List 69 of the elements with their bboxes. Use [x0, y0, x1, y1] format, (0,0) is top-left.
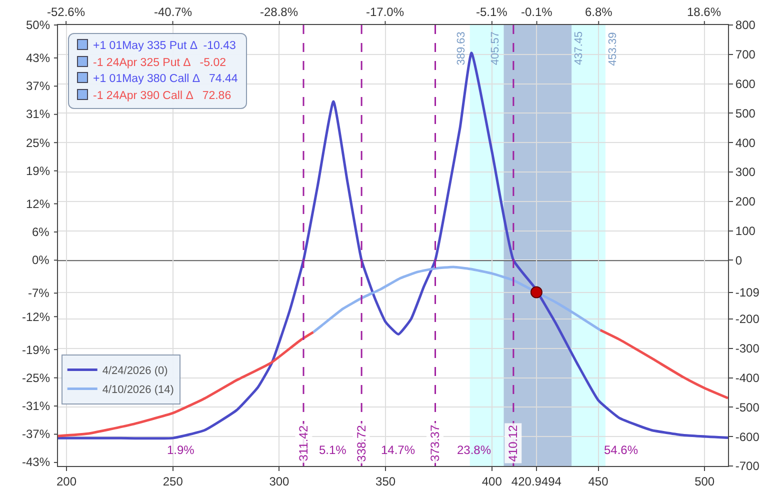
x-tick-label: 300 [269, 474, 290, 488]
annotation: +1 01May 380 Call Δ 74.44 [93, 73, 238, 85]
annotation: 5.1% [319, 443, 347, 457]
x-tick-label: 350 [376, 474, 396, 488]
y-tick-label: 6% [32, 225, 50, 239]
y2-tick-label: 0 [735, 253, 742, 268]
y2-tick-label: 700 [735, 48, 756, 62]
y2-tick-label: 300 [735, 165, 756, 180]
x-tick-label: 400 [482, 474, 502, 488]
y2-tick-label: -109 [735, 285, 760, 300]
annotation: 453.39 [607, 32, 620, 66]
y2-tick-label: 500 [735, 106, 756, 120]
legend-label: 4/10/2026 (14) [102, 384, 174, 396]
annotation: 437.45 [573, 31, 586, 65]
line-series [312, 266, 602, 334]
annotation: +1 01May 335 Put Δ -10.43 [93, 40, 236, 52]
x-tick-label: 200 [56, 474, 77, 488]
y2-tick-label: -400 [735, 371, 760, 385]
y2-tick-label: 100 [735, 224, 756, 238]
y-tick-label: 50% [26, 18, 50, 32]
y-tick-label: 31% [26, 107, 50, 121]
y-tick-label: -31% [22, 399, 50, 413]
y-tick-label: 0% [32, 253, 50, 267]
annotation: -1 24Apr 325 Put Δ -5.02 [93, 56, 226, 68]
x2-tick-label: 6.8% [585, 5, 613, 19]
y-tick-label: -43% [22, 455, 50, 469]
y-tick-label: -25% [22, 371, 50, 385]
y2-tick-label: 400 [735, 136, 756, 150]
x2-tick-label: 18.6% [687, 5, 722, 19]
x-tick-label: 500 [694, 474, 715, 488]
y2-tick-label: 800 [735, 18, 756, 32]
annotation: 23.8% [457, 443, 492, 457]
legend-label: 4/24/2026 (0) [102, 365, 168, 378]
y-tick-label: 19% [26, 164, 50, 178]
y2-tick-label: -300 [735, 342, 760, 356]
ref-line-label: 410.12 [506, 424, 520, 462]
y2-tick-label: -200 [735, 312, 760, 326]
x-tick-label: 250 [162, 474, 184, 488]
x2-tick-label: -28.8% [260, 5, 298, 19]
ref-line-label: 338.72 [354, 424, 368, 462]
annotation: 14.7% [381, 443, 416, 457]
x2-tick-label: -0.1% [521, 5, 553, 19]
y-tick-label: -7% [28, 286, 50, 300]
x2-tick-label: -52.6% [47, 5, 86, 19]
annotation: -1 24Apr 390 Call Δ 72.86 [93, 90, 232, 102]
y-tick-label: -37% [22, 427, 50, 441]
y2-tick-label: 600 [735, 77, 756, 91]
y2-tick-label: -600 [735, 430, 760, 444]
annotation: 54.6% [604, 443, 638, 457]
y2-tick-label: 200 [735, 194, 756, 209]
y-tick-label: -12% [22, 310, 50, 324]
band-label: 405.57 [489, 32, 502, 66]
x2-tick-label: -40.7% [154, 5, 192, 19]
y2-tick-label: -700 [735, 459, 760, 474]
x-tick-label: 450 [588, 474, 609, 488]
y-tick-label: 43% [26, 51, 50, 65]
annotation: 1.9% [167, 443, 195, 457]
x-tick-label: 420.9494 [511, 474, 562, 488]
ref-line-label: 373.37 [428, 424, 442, 462]
y-tick-label: 37% [26, 79, 50, 93]
ref-line-label: 311.42 [296, 425, 311, 462]
y-tick-label: -19% [22, 343, 50, 357]
x2-tick-label: -17.0% [366, 5, 404, 19]
y-tick-label: 12% [26, 197, 50, 211]
y2-tick-label: -500 [735, 400, 760, 414]
x2-tick-label: -5.1% [476, 5, 508, 19]
line-series [599, 328, 728, 400]
band-label: 389.63 [455, 32, 468, 66]
y-tick-label: 25% [26, 136, 50, 150]
